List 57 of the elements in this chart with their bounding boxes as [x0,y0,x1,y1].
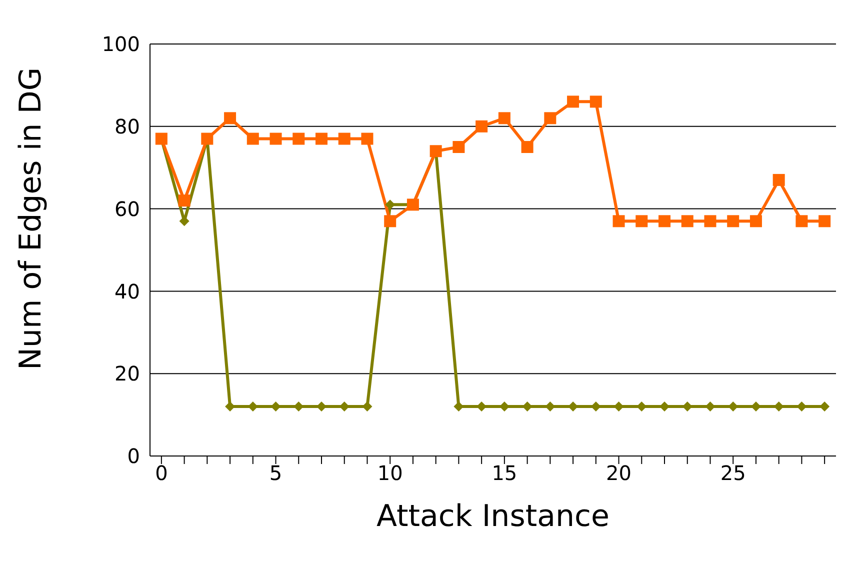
x-tick-label: 10 [377,461,403,486]
point [339,402,350,412]
y-tick-label: 80 [114,114,140,138]
point [614,402,624,412]
point [705,402,716,412]
point [476,120,488,132]
point [338,132,350,145]
point [294,402,304,412]
point [452,141,465,153]
point [362,402,372,412]
point [498,112,510,124]
point [270,402,281,412]
point [658,215,670,228]
point [818,215,831,228]
point [796,402,807,412]
point [750,215,762,228]
y-tick-label: 60 [114,196,140,221]
x-tick-label: 5 [269,461,282,486]
point [590,96,602,108]
point [774,402,784,412]
point [545,402,556,412]
y-tick-label: 0 [127,444,140,468]
y-axis-title: Num of Edges in DG [14,67,49,370]
point [636,402,647,412]
point [316,132,328,145]
point [681,215,694,228]
point [361,132,374,145]
point [704,215,716,228]
point [316,402,326,412]
point [796,215,808,228]
point [660,402,670,412]
point [385,200,396,210]
point [292,132,305,145]
x-tick-label: 20 [606,461,632,486]
point [521,141,534,153]
x-tick-label: 25 [720,461,746,486]
y-tick-label: 40 [114,279,140,304]
point [454,402,464,412]
x-tick-label: 0 [155,461,168,486]
point [567,96,580,108]
point [727,215,740,228]
point [224,112,236,124]
point [820,402,830,412]
point [772,174,785,186]
point [544,112,556,124]
point [522,402,532,412]
y-tick-label: 20 [114,362,140,386]
point [384,215,396,228]
x-tick-label: 15 [492,461,518,486]
y-tick-label: 100 [102,32,140,56]
point [246,132,259,145]
x-axis-title: Attack Instance [376,499,610,534]
point [636,215,648,228]
point [682,402,692,412]
point [612,215,625,228]
point [178,194,190,207]
point [270,132,282,145]
